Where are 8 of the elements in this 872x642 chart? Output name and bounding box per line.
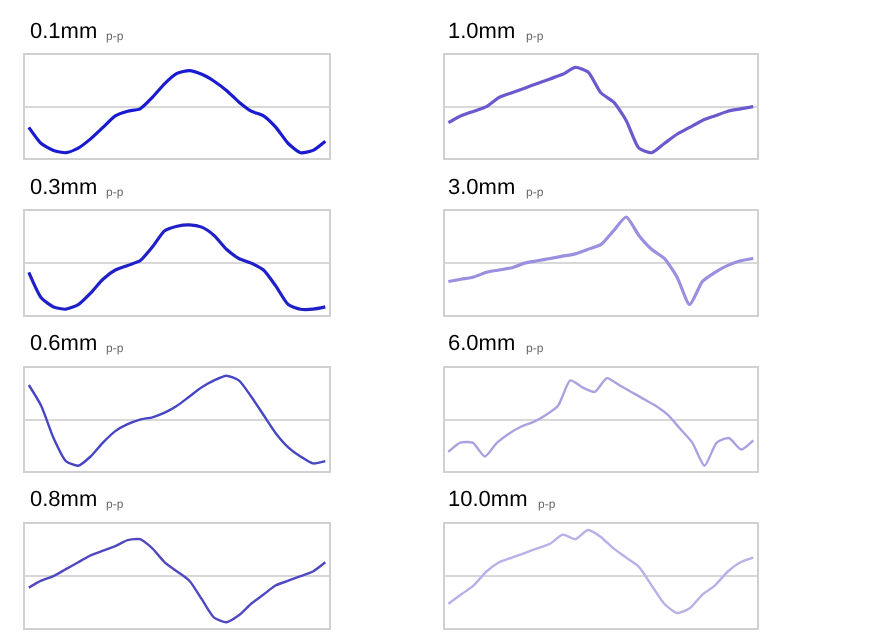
chart-title: 0.8mm xyxy=(30,488,98,512)
chart-title: 0.3mm xyxy=(30,176,98,200)
chart-title: 0.6mm xyxy=(30,332,98,356)
chart-title: 1.0mm xyxy=(448,20,516,44)
chart-title: 10.0mm xyxy=(448,488,528,512)
chart-title: 0.1mm xyxy=(30,20,98,44)
chart-title: 6.0mm xyxy=(448,332,516,356)
chart-title: 3.0mm xyxy=(448,176,516,200)
